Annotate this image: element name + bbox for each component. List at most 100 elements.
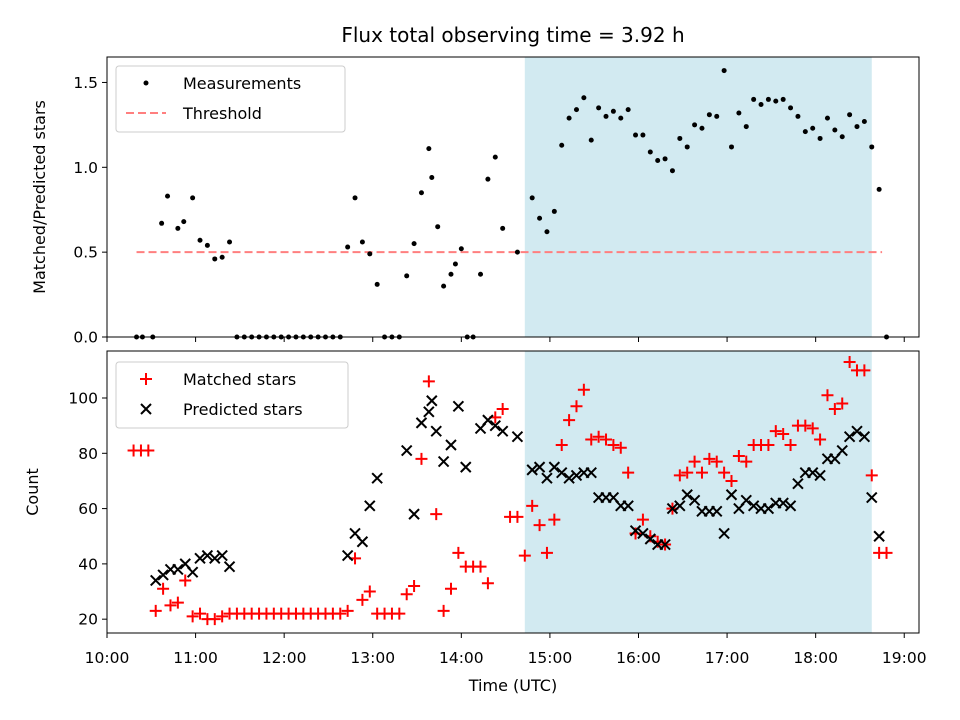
matched-star-point (540, 546, 553, 559)
y-axis-label-ratio: Matched/Predicted stars (30, 100, 49, 294)
predicted-star-point (629, 524, 642, 537)
predicted-star-point (570, 469, 583, 482)
panel-counts: 10:00 11:00 12:00 13:00 14:00 15:00 16:00 17:00… (23, 350, 927, 695)
y-axis-ratio: 0.0 0.5 1.0 1.5 (73, 74, 107, 347)
predicted-star-point (415, 417, 428, 429)
matched-star-point (636, 513, 649, 526)
y-tick-label: 40 (78, 555, 98, 573)
plot-frame-bottom (106, 350, 920, 634)
predicted-star-point (496, 425, 509, 437)
measurement-point (537, 215, 543, 221)
measurement-point (861, 118, 867, 124)
matched-star-point (526, 499, 539, 512)
predicted-star-point (400, 444, 413, 457)
measurement-point (559, 142, 565, 148)
predicted-star-point (482, 414, 494, 426)
predicted-star-point (851, 425, 863, 437)
predicted-star-point (186, 566, 199, 578)
measurement-point (429, 174, 435, 180)
measurement-point (411, 241, 417, 247)
measurement-point (647, 149, 653, 155)
measurement-point (743, 124, 749, 130)
matched-star-point (570, 400, 583, 413)
matched-star-point (393, 607, 406, 620)
measurement-point (662, 156, 668, 162)
measurement-point (758, 102, 764, 108)
matched-star-point (703, 452, 716, 465)
matched-star-point (356, 593, 369, 606)
observing-window-shade (524, 351, 872, 633)
predicted-star-point (223, 560, 236, 573)
measurement-point (566, 115, 572, 121)
measurement-point (625, 107, 631, 113)
legend-bottom: Matched stars Predicted stars (115, 361, 349, 429)
predicted-star-point (784, 500, 797, 512)
matched-star-point (555, 439, 568, 451)
measurement-point (352, 195, 358, 201)
measurement-point (677, 135, 683, 141)
measurement-point (181, 219, 187, 225)
matched-star-point (400, 588, 413, 601)
matched-star-point (814, 433, 827, 446)
measurement-point (529, 195, 535, 201)
predicted-star-point (866, 491, 878, 504)
predicted-star-point (526, 464, 538, 476)
matched-star-point (858, 364, 871, 377)
x-axis-time: 10:00 11:00 12:00 13:00 14:00 15:00 16:00 17:00… (85, 633, 927, 667)
matched-star-point (732, 450, 745, 463)
matched-star-point (688, 455, 701, 468)
measurement-point (212, 256, 218, 262)
matched-star-point (784, 439, 797, 451)
predicted-stars-series (150, 395, 885, 587)
predicted-star-point (511, 430, 524, 443)
matched-star-point (577, 383, 590, 396)
measurement-point (514, 249, 520, 255)
measurement-point (640, 132, 646, 138)
matched-star-point (828, 403, 841, 416)
predicted-star-point (718, 527, 730, 540)
measurement-point (485, 176, 491, 182)
measurement-point (219, 254, 225, 260)
predicted-star-point (423, 406, 435, 418)
legend-box (115, 65, 346, 133)
matched-star-point (194, 607, 207, 620)
measurement-point (788, 105, 794, 111)
measurement-point (854, 124, 860, 130)
measurement-point (729, 144, 735, 150)
predicted-star-point (777, 497, 789, 509)
matched-star-point (592, 430, 605, 443)
matched-star-point (622, 466, 635, 479)
x-tick-label: 19:00 (882, 649, 927, 667)
measurement-point (190, 195, 196, 201)
measurement-point (345, 244, 351, 250)
matched-star-point (437, 604, 450, 617)
matched-star-point (806, 422, 819, 435)
matched-star-point (563, 414, 576, 427)
matched-star-point (149, 604, 162, 617)
matched-star-point (585, 433, 598, 446)
matched-stars-series (127, 356, 893, 626)
matched-star-point (171, 596, 184, 609)
measurement-point (633, 132, 639, 138)
measurement-point (448, 271, 454, 277)
x-tick-label: 18:00 (793, 649, 838, 667)
matched-star-point (600, 433, 613, 446)
measurement-point (618, 115, 624, 121)
predicted-star-point (740, 494, 752, 507)
predicted-star-point (548, 461, 561, 473)
measurement-point (581, 95, 587, 101)
predicted-star-point (201, 549, 214, 562)
x-tick-label: 11:00 (173, 649, 218, 667)
matched-star-point (865, 469, 878, 482)
matched-star-point (762, 439, 775, 451)
matched-star-point (216, 610, 229, 623)
predicted-star-point (622, 500, 634, 512)
predicted-star-point (556, 466, 568, 479)
measurement-point (876, 186, 882, 192)
predicted-star-point (408, 508, 420, 520)
matched-star-point (718, 466, 731, 479)
measurement-point (610, 108, 616, 114)
matched-star-point (843, 356, 856, 369)
legend-box (115, 361, 349, 429)
predicted-star-point (437, 455, 450, 468)
